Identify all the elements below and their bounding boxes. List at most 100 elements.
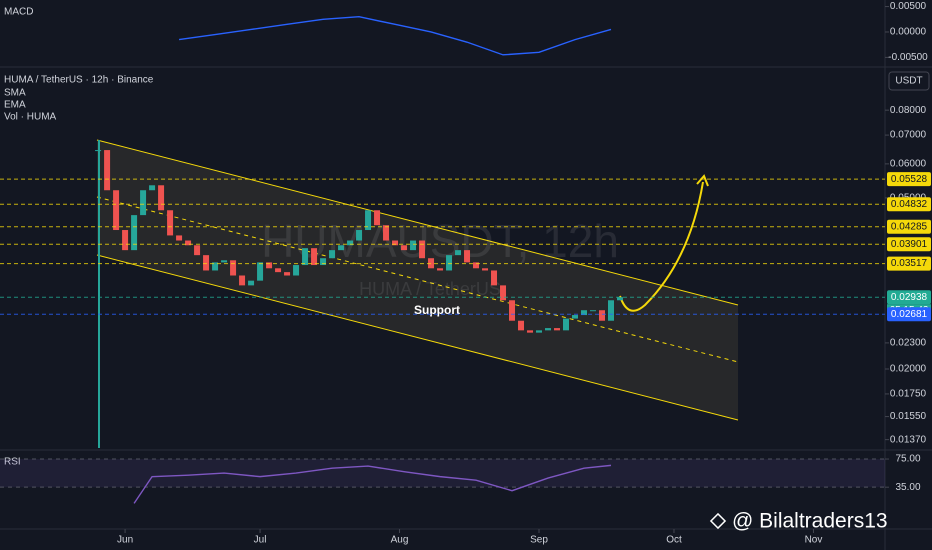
- x-tick-label: Oct: [666, 535, 682, 546]
- y-tick-label: 0.06000: [890, 159, 927, 170]
- candle: [616, 297, 623, 301]
- level-box: [887, 237, 931, 252]
- series-line: [133, 464, 612, 504]
- level-box: [887, 172, 931, 187]
- candle: [302, 248, 309, 266]
- y-tick-label: 0.01750: [890, 389, 927, 400]
- candle: [356, 230, 363, 241]
- candle: [598, 310, 605, 321]
- y-tick-label: 0.07000: [890, 130, 927, 141]
- rsi-title: RSI: [4, 457, 21, 468]
- currency-box: [888, 71, 930, 91]
- y-tick-label: 75.00: [895, 454, 920, 465]
- candle: [140, 190, 147, 216]
- candle: [239, 275, 246, 286]
- candle: [212, 262, 219, 271]
- candle: [230, 260, 237, 276]
- channel-bottom: [96, 254, 739, 421]
- level-box: [887, 219, 931, 234]
- level-box: [887, 197, 931, 212]
- candle: [509, 300, 516, 321]
- annotation: Support: [414, 303, 460, 317]
- candle: [518, 320, 525, 331]
- candle: [500, 285, 507, 301]
- candle: [536, 330, 543, 333]
- candle: [221, 260, 228, 263]
- candle: [131, 215, 138, 251]
- level-box: [887, 307, 931, 322]
- candle: [248, 280, 255, 286]
- x-tick-label: Jun: [117, 535, 133, 546]
- currency: USDT: [895, 76, 922, 87]
- level-box: [887, 290, 931, 305]
- candle: [185, 240, 192, 246]
- credit: @ Bilaltraders13: [732, 510, 888, 533]
- indicator: EMA: [4, 100, 26, 111]
- y-tick-label: 0.00000: [890, 27, 927, 38]
- series-line: [178, 16, 612, 56]
- channel-mid: [96, 196, 739, 363]
- level-label: 0.03517: [891, 258, 928, 269]
- candle: [113, 190, 120, 231]
- candle: [419, 240, 426, 259]
- candle: [122, 230, 129, 251]
- indicator: Vol · HUMA: [4, 112, 57, 123]
- channel-top: [96, 139, 739, 306]
- symbol-title: HUMA / TetherUS · 12h · Binance: [4, 75, 154, 86]
- candle: [410, 240, 417, 251]
- candle: [563, 318, 570, 331]
- rsi-band: [0, 459, 885, 488]
- candle: [581, 310, 588, 316]
- candle: [491, 270, 498, 286]
- candle: [455, 250, 462, 256]
- candle: [320, 258, 327, 266]
- y-tick-label: -0.00500: [888, 52, 928, 63]
- level-label: 0.04832: [891, 199, 928, 210]
- candle: [284, 272, 291, 276]
- candle: [374, 210, 381, 226]
- y-tick-label: 0.01550: [890, 411, 927, 422]
- candle: [428, 258, 435, 269]
- macd-title: MACD: [4, 7, 33, 18]
- x-tick-label: Aug: [391, 535, 409, 546]
- candle: [149, 185, 156, 191]
- x-tick-label: Nov: [805, 535, 823, 546]
- candle: [95, 150, 102, 152]
- candle: [437, 268, 444, 271]
- candle: [482, 268, 489, 271]
- candle: [158, 185, 165, 211]
- candle: [104, 150, 111, 191]
- candle: [338, 245, 345, 251]
- watermark-sub: HUMA / TetherUS: [359, 279, 501, 299]
- candle: [545, 328, 552, 331]
- level-label: 0.03901: [891, 239, 928, 250]
- y-tick-label: 35.00: [895, 482, 920, 493]
- candle: [607, 300, 614, 321]
- candle: [194, 245, 201, 256]
- candle: [203, 255, 210, 271]
- candle: [554, 328, 561, 331]
- candle: [392, 240, 399, 246]
- level-label: 0.04285: [891, 221, 928, 232]
- level-label: 0.02681: [891, 309, 928, 320]
- y-tick-label: 0.02300: [890, 338, 927, 349]
- y-tick-label: 0.01370: [890, 434, 927, 445]
- candle: [365, 210, 372, 231]
- candle: [311, 248, 318, 266]
- candle: [383, 225, 390, 241]
- level-label: 0.05528: [891, 174, 928, 185]
- indicator: SMA: [4, 88, 26, 99]
- candle: [275, 268, 282, 273]
- candle: [589, 310, 596, 312]
- candle: [329, 250, 336, 259]
- level-label: 0.02938: [891, 292, 928, 303]
- x-tick-label: Jul: [254, 535, 267, 546]
- candle: [257, 262, 264, 281]
- candle: [464, 250, 471, 263]
- y-tick-label: 0.02000: [890, 364, 927, 375]
- arrow-head: [696, 174, 709, 187]
- candle: [176, 235, 183, 241]
- y-tick-label: 0.08000: [890, 105, 927, 116]
- y-tick-label: 0.00500: [890, 1, 927, 12]
- candle: [347, 240, 354, 246]
